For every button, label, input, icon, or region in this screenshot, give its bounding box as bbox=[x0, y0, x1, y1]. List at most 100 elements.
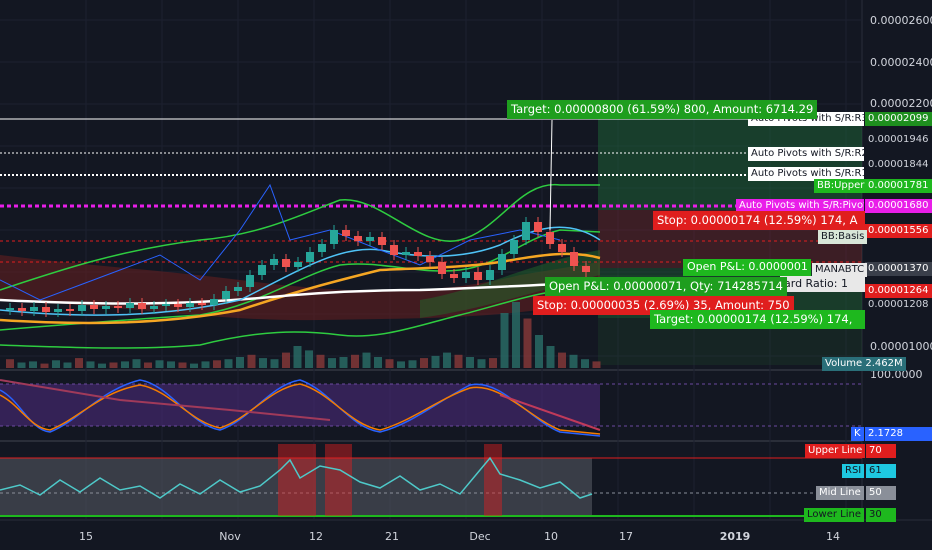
date-tick: 14 bbox=[826, 530, 840, 543]
candle bbox=[558, 244, 566, 252]
price-tick: 100.0000 bbox=[870, 368, 923, 381]
volume-bar bbox=[581, 359, 589, 368]
ma-blue bbox=[0, 226, 601, 316]
volume-bar bbox=[201, 361, 210, 368]
candle bbox=[66, 309, 74, 311]
candle bbox=[126, 303, 134, 308]
volume-value: 2.462M bbox=[865, 358, 903, 369]
reward-ratio-annotation: ard Ratio: 1 bbox=[780, 276, 865, 292]
stop-annotation-short: Stop: 0.00000174 (12.59%) 174, A bbox=[653, 211, 865, 230]
candle bbox=[510, 240, 518, 254]
candle bbox=[102, 306, 110, 309]
tag-r3: 0.00002099 bbox=[865, 112, 932, 126]
volume-bar bbox=[454, 354, 463, 368]
ma-orange bbox=[0, 252, 601, 325]
candle bbox=[150, 306, 158, 309]
volume-bar bbox=[351, 354, 359, 368]
candle bbox=[282, 259, 290, 267]
volume-bar bbox=[305, 350, 313, 368]
date-tick: 21 bbox=[385, 530, 399, 543]
date-tick: 2019 bbox=[719, 530, 751, 543]
candle bbox=[474, 272, 482, 280]
candle bbox=[366, 237, 374, 241]
label-bb-upper: BB:Upper bbox=[814, 179, 868, 193]
rsi-overbought-zone bbox=[325, 444, 352, 516]
date-tick: Nov bbox=[219, 530, 241, 543]
lagging-line bbox=[0, 183, 561, 301]
candle bbox=[174, 304, 182, 307]
candle bbox=[534, 222, 542, 232]
label-pivot: Auto Pivots with S/R:Pivot bbox=[736, 199, 864, 213]
tag-level-1208: 0.00001208 bbox=[865, 298, 932, 312]
candle bbox=[198, 303, 206, 305]
volume-bar bbox=[339, 357, 348, 368]
volume-bar bbox=[98, 363, 106, 368]
volume-bar bbox=[17, 362, 26, 368]
candle bbox=[330, 230, 338, 244]
candle bbox=[522, 222, 530, 240]
rsi-upper-label: Upper Line bbox=[805, 444, 866, 458]
volume-bar bbox=[190, 363, 198, 368]
volume-bar bbox=[420, 358, 428, 368]
candle bbox=[546, 232, 554, 244]
open-pnl-annotation: Open P&L: 0.00000071, Qty: 714285714 bbox=[545, 277, 787, 296]
candle bbox=[462, 272, 470, 278]
target-zone bbox=[598, 118, 862, 210]
label-symbol: MANABTC bbox=[812, 263, 868, 277]
candle bbox=[210, 299, 218, 305]
volume-bar bbox=[477, 359, 486, 368]
volume-bar bbox=[6, 359, 14, 368]
bb-lower bbox=[0, 284, 601, 349]
candle bbox=[294, 262, 302, 267]
candle bbox=[90, 305, 98, 309]
volume-bar bbox=[86, 361, 95, 368]
candle bbox=[438, 262, 446, 274]
volume-bar bbox=[374, 357, 382, 368]
candle bbox=[306, 252, 314, 262]
candle bbox=[354, 236, 362, 241]
volume-bar bbox=[282, 352, 290, 368]
candle bbox=[258, 265, 266, 275]
ichimoku-cloud-green bbox=[420, 250, 600, 318]
volume-bar bbox=[500, 313, 509, 368]
stoch-k-name: K bbox=[851, 427, 864, 441]
candle bbox=[78, 305, 86, 311]
volume-bar bbox=[592, 361, 601, 368]
stoch-trendline bbox=[499, 394, 601, 431]
volume-bar bbox=[523, 318, 532, 368]
candle bbox=[162, 304, 170, 306]
target-annotation-short: Target: 0.00000174 (12.59%) 174, bbox=[650, 310, 865, 329]
volume-bar bbox=[316, 354, 325, 368]
candle bbox=[378, 237, 386, 245]
rsi-band bbox=[0, 458, 592, 516]
rsi-label: RSI bbox=[842, 464, 865, 478]
rsi-mid-label: Mid Line bbox=[816, 486, 864, 500]
bb-basis bbox=[0, 229, 601, 331]
volume-bar bbox=[259, 358, 267, 368]
volume-label: Volume 2.462M bbox=[822, 357, 906, 371]
volume-bar bbox=[213, 360, 221, 368]
volume-bar bbox=[236, 357, 244, 368]
volume-bar bbox=[29, 361, 37, 368]
candle bbox=[18, 308, 26, 311]
volume-bar bbox=[466, 357, 474, 368]
rsi-mid-value: 50 bbox=[866, 486, 896, 500]
candle bbox=[426, 256, 434, 262]
stoch-k-value: 2.1728 bbox=[865, 427, 932, 441]
stoch-trendline bbox=[0, 379, 331, 421]
candle bbox=[450, 274, 458, 278]
candle bbox=[30, 307, 38, 311]
stoch-k-line bbox=[0, 379, 601, 437]
price-tick: 0.00002200 bbox=[870, 97, 932, 110]
candle bbox=[402, 252, 410, 255]
candle bbox=[270, 259, 278, 265]
date-tick: 17 bbox=[619, 530, 633, 543]
volume-bar bbox=[132, 359, 141, 368]
candle bbox=[222, 291, 230, 299]
volume-bar bbox=[178, 362, 187, 368]
rsi-lower-value: 30 bbox=[866, 508, 896, 522]
volume-bar bbox=[121, 361, 129, 368]
rsi-overbought-zone bbox=[278, 444, 316, 516]
date-tick: 15 bbox=[79, 530, 93, 543]
candle bbox=[486, 270, 494, 280]
